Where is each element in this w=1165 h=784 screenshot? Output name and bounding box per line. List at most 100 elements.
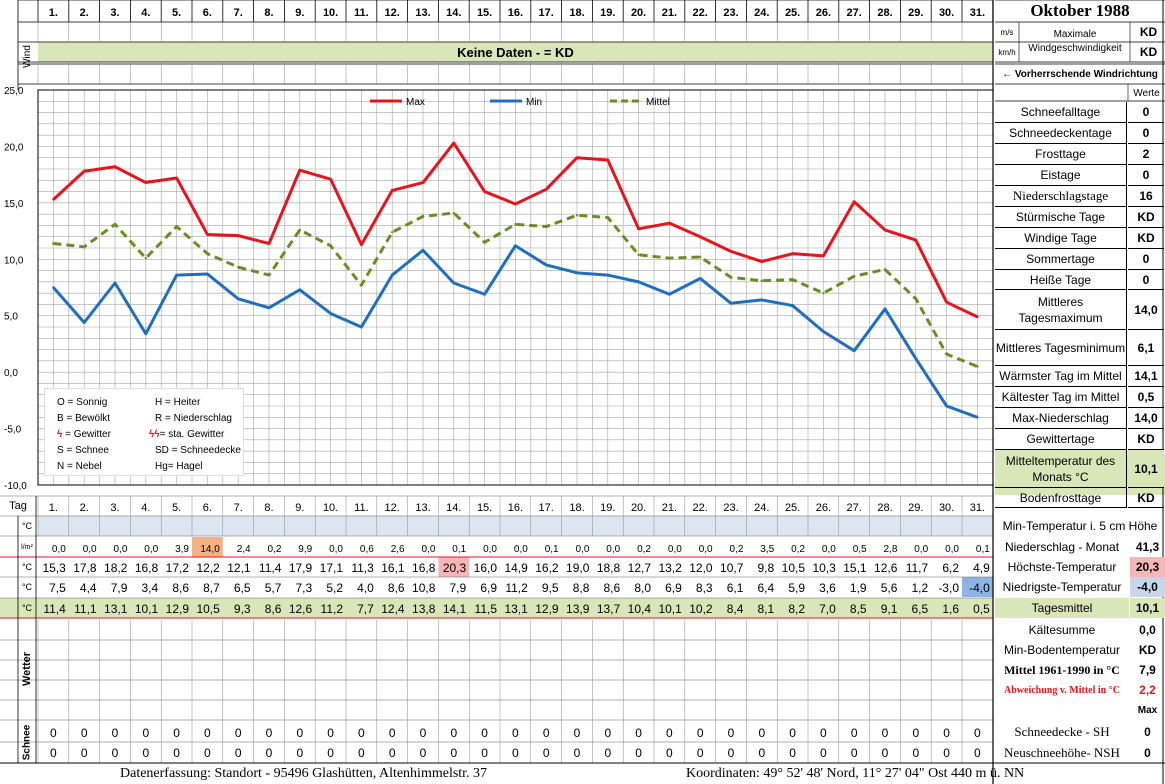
sh-cell: 0 xyxy=(296,726,303,740)
mean-temp-cell: 13,1 xyxy=(104,602,128,616)
min-temp-cell: 6,9 xyxy=(665,581,682,595)
max-temp-cell: 20,3 xyxy=(443,561,467,575)
legend-sta-gewitter: ϟϟ= sta. Gewitter xyxy=(149,429,225,440)
day-header: 19. xyxy=(600,7,615,19)
day-header: 18. xyxy=(569,7,584,19)
nsh-cell: 0 xyxy=(112,746,119,760)
precip-cell: 0,0 xyxy=(421,544,435,555)
max-temp-cell: 11,3 xyxy=(351,561,374,575)
precip-cell: 2,8 xyxy=(883,544,897,555)
max-wind-kmh: KD xyxy=(1139,45,1158,59)
schnee-label: Schnee xyxy=(21,724,33,760)
nsh-cell: 0 xyxy=(420,746,427,760)
min-temp-cell: 10,8 xyxy=(412,581,436,595)
y-tick-label: 5,0 xyxy=(4,312,18,323)
min-temp-cell: 8,6 xyxy=(604,581,621,595)
stat-label: Sommertage xyxy=(995,249,1127,270)
stat-label: Mittleres Tagesminimum xyxy=(995,330,1127,366)
precip-cell: 0,6 xyxy=(360,544,374,555)
data-point-max xyxy=(976,315,979,319)
tag-day-label: 12. xyxy=(385,502,400,514)
tag-day-label: 16. xyxy=(508,502,523,514)
precip-cell: 3,5 xyxy=(760,544,774,555)
precip-cell: 0,2 xyxy=(729,544,743,555)
stat-value: 6,1 xyxy=(1128,330,1164,366)
data-point-mittel xyxy=(668,256,671,260)
tag-day-label: 22. xyxy=(693,502,708,514)
min-temp-cell: 7,5 xyxy=(49,581,66,595)
stat-value: 0 xyxy=(1128,165,1164,186)
nsh-cell: 0 xyxy=(142,746,149,760)
y-tick-label: 25,0 xyxy=(4,86,24,97)
day-header: 27. xyxy=(847,7,862,19)
day-header: 30. xyxy=(939,7,954,19)
day-header: 16. xyxy=(508,7,523,19)
min-temp-cell: 5,7 xyxy=(265,581,282,595)
stat-value: KD xyxy=(1128,429,1164,450)
nsh-cell: 0 xyxy=(697,746,704,760)
nsh-cell: 0 xyxy=(266,746,273,760)
stat-value: 14,0 xyxy=(1128,290,1164,330)
data-point-mittel xyxy=(699,255,702,259)
tag-day-label: 20. xyxy=(631,502,646,514)
stat-label: Wärmster Tag im Mittel xyxy=(995,366,1127,387)
sh-cell: 0 xyxy=(697,726,704,740)
sh-cell: 0 xyxy=(358,726,365,740)
max-temp-cell: 12,2 xyxy=(196,561,220,575)
max-label: Höchste-Temperatur xyxy=(1007,560,1117,574)
data-point-min xyxy=(914,357,917,360)
legend-label-mittel: Mittel xyxy=(646,97,670,108)
no-data-fill xyxy=(38,42,993,62)
nsh-cell: 0 xyxy=(235,746,242,760)
min-temp-cell: 6,9 xyxy=(480,581,497,595)
sh-cell: 0 xyxy=(820,726,827,740)
day-header: 21. xyxy=(662,7,677,19)
mittel-6190-value: 7,9 xyxy=(1139,663,1156,677)
min5-row-fill xyxy=(38,516,993,536)
max-highlight-cell xyxy=(438,557,470,577)
mean-temp-cell: 8,5 xyxy=(850,602,867,616)
precip-cell: 0,1 xyxy=(545,544,559,555)
data-point-min xyxy=(760,298,763,302)
data-point-min xyxy=(329,312,332,315)
precip-cell: 0,1 xyxy=(452,544,466,555)
day-header: 17. xyxy=(539,7,554,19)
nsh-cell: 0 xyxy=(204,746,211,760)
day-header: 24. xyxy=(754,7,769,19)
precip-cell: 0,1 xyxy=(976,544,990,555)
tag-day-label: 31. xyxy=(970,502,985,514)
day-header: 8. xyxy=(264,7,273,19)
nsh-cell: 0 xyxy=(327,746,334,760)
data-point-mittel xyxy=(144,256,147,260)
data-point-max xyxy=(144,181,147,184)
data-point-mittel xyxy=(267,273,271,277)
max-temp-cell: 12,6 xyxy=(874,561,898,575)
mean-temp-cell: 10,4 xyxy=(628,602,652,616)
mean-temp-cell: 11,2 xyxy=(321,602,344,616)
day-header: 4. xyxy=(141,7,150,19)
nsh-cell: 0 xyxy=(789,746,796,760)
data-point-max xyxy=(237,234,240,237)
precip-cell: 0,0 xyxy=(52,544,66,555)
unit-kmh: km/h xyxy=(998,47,1016,57)
legend-label-min: Min xyxy=(526,97,542,108)
data-point-max xyxy=(637,227,640,231)
data-point-min xyxy=(822,330,825,333)
data-point-max xyxy=(175,176,178,180)
max-temp-cell: 10,3 xyxy=(812,561,836,575)
data-point-mittel xyxy=(976,365,979,368)
mean-temp-cell: 8,6 xyxy=(265,602,282,616)
mean-temp-cell: 10,2 xyxy=(689,602,713,616)
mean-temp-cell: 10,1 xyxy=(135,602,159,616)
precip-cell: 14,0 xyxy=(200,544,220,555)
abweichung-value: 2,2 xyxy=(1139,683,1156,697)
sh-cell: 0 xyxy=(266,726,273,740)
legend-sonnig: O = Sonnig xyxy=(57,397,108,408)
data-point-max xyxy=(729,250,733,253)
tag-day-label: 27. xyxy=(847,502,862,514)
precip-cell: 2,4 xyxy=(237,544,251,555)
footer-station: Datenerfassung: Standort - 95496 Glashüt… xyxy=(120,766,488,781)
sh-cell: 0 xyxy=(420,726,427,740)
precip-cell: 0,0 xyxy=(144,544,158,555)
min-temp-cell: 7,9 xyxy=(450,581,467,595)
